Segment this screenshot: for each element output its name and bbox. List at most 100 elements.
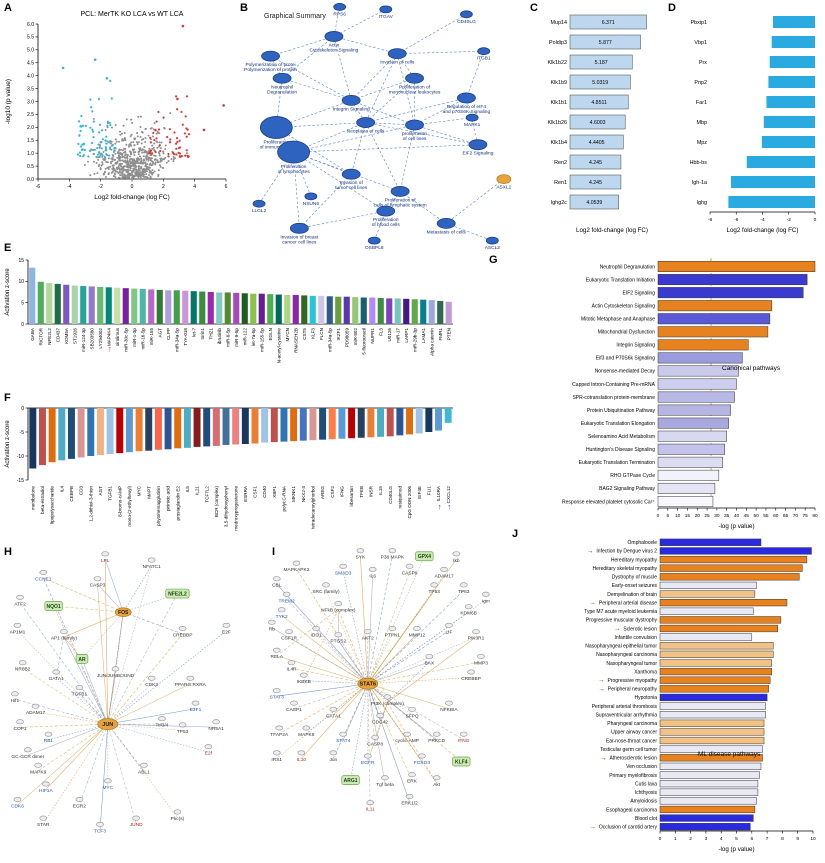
svg-text:→: → [589, 600, 596, 607]
svg-text:-15: -15 [17, 478, 24, 484]
svg-text:→: → [587, 548, 594, 555]
svg-text:JUN/JUNB/JUND: JUN/JUNB/JUND [97, 673, 135, 679]
svg-text:ATF2: ATF2 [14, 601, 26, 607]
svg-text:MAPK1: MAPK1 [464, 122, 481, 128]
svg-text:mono-(2-ethylhexyl): mono-(2-ethylhexyl) [127, 486, 132, 527]
svg-text:miR-1-3p: miR-1-3p [132, 328, 137, 347]
panel-disease-pathways: Omphalocele Infection by Dengue virus 2 → H… [510, 532, 823, 861]
svg-text:PTEN: PTEN [446, 328, 451, 340]
svg-text:Nasopharyngeal carcinoma: Nasopharyngeal carcinoma [596, 652, 657, 658]
svg-text:Eukaryotic Translation Initiat: Eukaryotic Translation Initiation [586, 277, 655, 283]
svg-text:AGT: AGT [157, 328, 162, 338]
svg-text:Jun: Jun [329, 757, 337, 763]
svg-text:CD40LG: CD40LG [457, 19, 476, 25]
down-genes-bar-svg: Pbxip1 Vbp1 Prx Pnp2 Far1 Mbp Mpz Hbb-bs Igh-1a I… [690, 16, 817, 234]
svg-text:IRS1: IRS1 [271, 757, 282, 763]
svg-text:Progressive myopathy: Progressive myopathy [608, 678, 658, 684]
svg-text:miR-34a-5p: miR-34a-5p [327, 328, 332, 352]
svg-text:TP53: TP53 [428, 589, 440, 595]
svg-text:beta-estradiol: beta-estradiol [40, 486, 45, 514]
svg-text:resiquimod: resiquimod [397, 486, 402, 509]
svg-text:AKT2: AKT2 [362, 636, 374, 642]
svg-text:ibrutinib: ibrutinib [217, 328, 222, 345]
svg-text:Infection by Dengue virus 2: Infection by Dengue virus 2 [596, 549, 657, 555]
svg-text:Vbp1: Vbp1 [694, 40, 707, 46]
svg-text:2: 2 [689, 836, 692, 842]
svg-text:IDO1: IDO1 [311, 632, 323, 638]
svg-text:TYA-018: TYA-018 [183, 328, 188, 346]
svg-text:ARG1: ARG1 [344, 778, 358, 784]
svg-text:miR-155: miR-155 [149, 328, 154, 346]
svg-text:4.245: 4.245 [589, 180, 602, 186]
svg-text:IL10: IL10 [297, 757, 307, 763]
panel-c-letter: C [530, 2, 538, 14]
panel-graphical-summary: RPS6 ITGAV CD40LG Actin Cytoskeleton Signali… [236, 2, 524, 251]
svg-text:BAG2 Signaling Pathway: BAG2 Signaling Pathway [599, 486, 655, 492]
svg-text:TYK2: TYK2 [276, 614, 288, 620]
svg-text:EiF2 Signaling: EiF2 Signaling [462, 151, 493, 157]
svg-text:AREG: AREG [320, 486, 325, 499]
panel-jun-network: LPL CCNE1 NFATC1 CASP3 ATF2 NQO1 FOS NFE2L2 AP1M… [2, 550, 260, 861]
svg-text:ST1926: ST1926 [72, 328, 77, 345]
svg-text:IL15: IL15 [378, 486, 383, 495]
svg-text:Prx: Prx [699, 60, 707, 66]
svg-text:Akt: Akt [433, 782, 441, 788]
svg-text:TCF3: TCF3 [94, 828, 106, 834]
svg-text:10: 10 [675, 513, 681, 519]
svg-text:3,5-dihydroxyphenyl: 3,5-dihydroxyphenyl [224, 486, 229, 527]
svg-text:5.187: 5.187 [595, 60, 608, 66]
svg-text:miR-17: miR-17 [395, 328, 400, 343]
svg-text:CDK2: CDK2 [145, 682, 158, 688]
svg-text:IKZF1: IKZF1 [336, 328, 341, 341]
svg-text:15: 15 [18, 258, 24, 264]
svg-text:ML disease pathways: ML disease pathways [698, 751, 761, 758]
svg-text:cyclic-AMP: cyclic-AMP [395, 738, 419, 744]
svg-text:2.0: 2.0 [27, 125, 34, 131]
svg-text:NQO1: NQO1 [47, 604, 61, 610]
svg-text:Igh-1a: Igh-1a [692, 180, 707, 186]
svg-text:5.0: 5.0 [27, 48, 34, 54]
svg-text:MYCN: MYCN [285, 328, 290, 342]
svg-text:→: → [598, 677, 605, 684]
svg-text:MYC: MYC [102, 785, 113, 791]
svg-text:Hypotonia: Hypotonia [634, 695, 657, 701]
svg-text:0.5: 0.5 [27, 164, 34, 170]
panel-g-letter: G [489, 254, 498, 266]
svg-text:Ikb: Ikb [453, 558, 460, 564]
svg-text:5.5: 5.5 [27, 35, 34, 41]
svg-text:0: 0 [659, 836, 662, 842]
panel-activated-regulators: 0 5 10 15 Activation z-score GABA RICTOR NFE2L2… [2, 252, 457, 398]
svg-text:Capped Intron-Containing Pre-m: Capped Intron-Containing Pre-mRNA [572, 382, 655, 388]
svg-text:Pnp2: Pnp2 [694, 80, 707, 86]
svg-text:Infantile convulsion: Infantile convulsion [614, 635, 657, 641]
svg-text:-6: -6 [734, 217, 739, 223]
svg-text:8: 8 [781, 836, 784, 842]
panel-j-letter: J [512, 528, 519, 540]
svg-text:2: 2 [162, 184, 165, 190]
svg-text:N-acetyl-cysteine: N-acetyl-cysteine [276, 328, 281, 364]
svg-text:IL4R: IL4R [286, 667, 297, 673]
svg-text:SFPQ: SFPQ [406, 713, 419, 719]
svg-text:AGT: AGT [98, 486, 103, 496]
svg-text:Ren2: Ren2 [554, 160, 567, 166]
svg-text:Type M7 acute myeloid leukemia: Type M7 acute myeloid leukemia [584, 609, 657, 615]
svg-text:NKX2-3: NKX2-3 [301, 486, 306, 503]
svg-text:Actin Cytoskeleton Signaling: Actin Cytoskeleton Signaling [592, 303, 656, 309]
svg-text:Hif1: Hif1 [11, 698, 20, 704]
stat6-gene-network-svg: SYK P38 MAPK GPX4 Ikb MAPKAPK2 SMAD3 IL6 CASP9 A… [268, 548, 490, 813]
svg-text:IL4: IL4 [59, 486, 64, 493]
svg-text:Ighg: Ighg [697, 200, 708, 206]
svg-text:CREBBP: CREBBP [173, 632, 193, 638]
svg-text:Eukaryotic Translation Termina: Eukaryotic Translation Termination [579, 460, 656, 466]
svg-text:Eif3 and P70S6k Signaling: Eif3 and P70S6k Signaling [596, 356, 655, 362]
svg-text:IL21: IL21 [195, 486, 200, 495]
svg-text:4.6003: 4.6003 [590, 120, 606, 126]
svg-text:IFNG: IFNG [340, 486, 345, 497]
svg-text:0: 0 [657, 513, 660, 519]
svg-text:LY294002: LY294002 [98, 328, 103, 349]
svg-text:Demyelination of brain: Demyelination of brain [607, 592, 657, 598]
svg-text:FMR1: FMR1 [438, 328, 443, 341]
